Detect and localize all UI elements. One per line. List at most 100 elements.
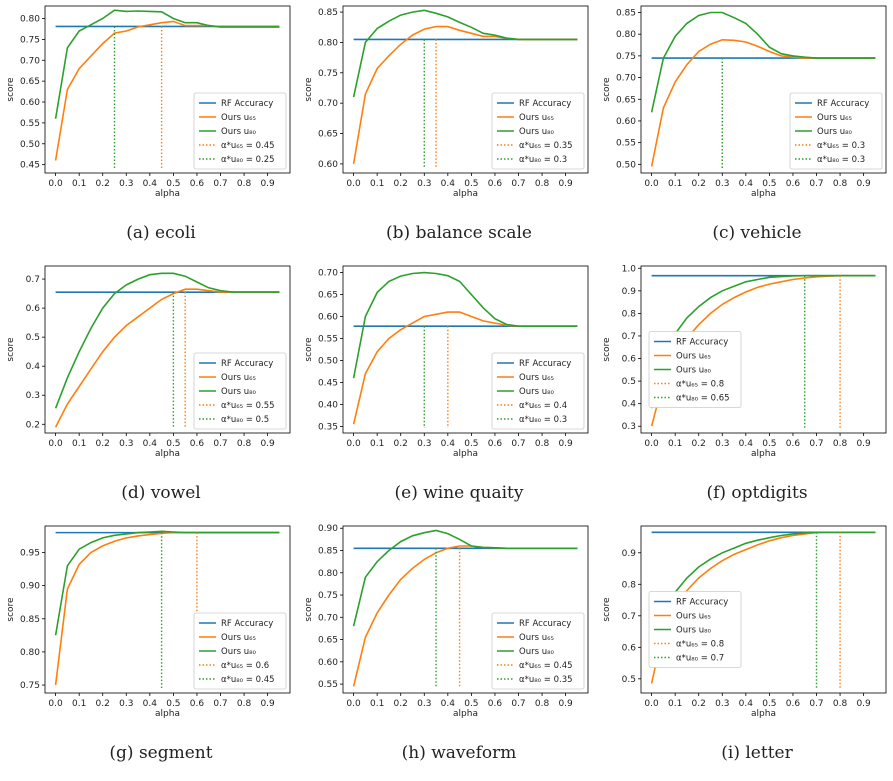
x-tick-label: 0.3 xyxy=(119,699,133,709)
y-tick-label: 0.75 xyxy=(20,35,40,45)
x-tick-label: 0.3 xyxy=(715,699,729,709)
y-tick-label: 0.90 xyxy=(20,582,40,592)
subfigure-caption: (i) letter xyxy=(721,743,793,763)
x-tick-label: 0.5 xyxy=(464,179,478,189)
x-tick-label: 0.9 xyxy=(856,179,871,189)
x-tick-label: 0.5 xyxy=(464,699,478,709)
y-tick-label: 0.90 xyxy=(318,524,338,534)
ours-u80-line xyxy=(650,11,876,113)
y-tick-label: 0.75 xyxy=(318,69,338,79)
x-tick-label: 0.1 xyxy=(72,179,86,189)
y-tick-label: 0.5 xyxy=(26,333,40,343)
subfigure-caption: (f) optdigits xyxy=(706,483,807,503)
ours-u80-line xyxy=(650,531,876,667)
y-tick-label: 0.70 xyxy=(318,269,338,279)
y-tick-label: 0.70 xyxy=(616,74,636,84)
legend-label: RF Accuracy xyxy=(221,359,273,369)
y-tick-label: 0.9 xyxy=(622,287,637,297)
y-tick-label: 0.4 xyxy=(622,400,637,410)
y-tick-label: 0.60 xyxy=(616,117,636,127)
legend-box xyxy=(193,612,287,690)
x-tick-label: 0.9 xyxy=(856,439,871,449)
y-tick-label: 0.60 xyxy=(318,313,338,323)
x-tick-label: 0.8 xyxy=(535,699,550,709)
legend-label: Ours u₆₅ xyxy=(519,633,554,643)
y-axis-label: score xyxy=(602,597,612,622)
y-tick-label: 0.60 xyxy=(20,98,40,108)
x-tick-label: 0.4 xyxy=(143,179,158,189)
x-tick-label: 0.5 xyxy=(762,179,776,189)
x-tick-label: 0.4 xyxy=(739,179,754,189)
y-axis-label: score xyxy=(6,337,16,362)
subfigure-caption: (d) vowel xyxy=(121,483,200,503)
legend-label: α*u₈₀ = 0.7 xyxy=(676,654,724,664)
y-tick-label: 0.40 xyxy=(318,400,338,410)
y-tick-label: 0.45 xyxy=(20,161,40,171)
x-tick-label: 0.1 xyxy=(370,439,384,449)
legend-label: α*u₈₀ = 0.45 xyxy=(221,675,275,685)
y-tick-label: 0.60 xyxy=(318,658,338,668)
y-tick-label: 0.75 xyxy=(616,52,636,62)
x-tick-label: 0.7 xyxy=(213,439,227,449)
x-tick-label: 0.8 xyxy=(535,179,550,189)
x-tick-label: 0.9 xyxy=(558,699,573,709)
legend-label: Ours u₈₀ xyxy=(519,647,554,657)
x-tick-label: 0.0 xyxy=(346,699,361,709)
legend-label: α*u₆₅ = 0.8 xyxy=(676,640,724,650)
x-tick-label: 0.9 xyxy=(260,179,275,189)
x-tick-label: 0.3 xyxy=(119,439,133,449)
legend-label: Ours u₆₅ xyxy=(676,612,711,622)
plot-frame xyxy=(44,5,291,174)
y-tick-label: 0.55 xyxy=(20,119,40,129)
legend-label: α*u₈₀ = 0.65 xyxy=(676,394,730,404)
x-tick-label: 0.9 xyxy=(260,439,275,449)
subfigure-caption: (h) waveform xyxy=(402,743,517,763)
x-tick-label: 0.7 xyxy=(511,179,525,189)
y-axis-label: score xyxy=(6,77,16,102)
x-tick-label: 0.1 xyxy=(72,439,86,449)
x-tick-label: 0.6 xyxy=(786,179,801,189)
x-tick-label: 0.1 xyxy=(668,439,682,449)
x-axis-label: alpha xyxy=(453,709,478,719)
legend-label: α*u₆₅ = 0.45 xyxy=(519,661,573,671)
legend-label: Ours u₈₀ xyxy=(676,626,711,636)
x-axis-label: alpha xyxy=(751,709,776,719)
y-tick-label: 0.85 xyxy=(318,8,338,18)
y-tick-label: 0.50 xyxy=(318,356,338,366)
x-tick-label: 0.4 xyxy=(441,179,456,189)
x-tick-label: 0.0 xyxy=(346,179,361,189)
legend-label: α*u₈₀ = 0.3 xyxy=(519,155,567,165)
legend-label: Ours u₆₅ xyxy=(676,352,711,362)
y-tick-label: 0.80 xyxy=(318,38,338,48)
legend-label: RF Accuracy xyxy=(817,99,869,109)
y-tick-label: 0.85 xyxy=(20,615,40,625)
plot-frame xyxy=(44,265,291,434)
plot-frame xyxy=(640,265,887,434)
x-tick-label: 0.1 xyxy=(668,699,682,709)
x-tick-label: 0.9 xyxy=(856,699,871,709)
legend-label: α*u₆₅ = 0.3 xyxy=(817,141,865,151)
subplot-5: 0.35 0.40 0.45 0.50 0.55 0.60 0.65 0.70 0.0 0.1 0.… xyxy=(304,265,589,503)
y-tick-label: 0.2 xyxy=(26,420,40,430)
x-tick-label: 0.1 xyxy=(370,699,384,709)
legend-label: RF Accuracy xyxy=(676,598,728,608)
legend-label: Ours u₈₀ xyxy=(221,387,256,397)
legend-label: α*u₈₀ = 0.3 xyxy=(519,415,567,425)
legend-label: RF Accuracy xyxy=(519,359,571,369)
y-axis-label: score xyxy=(602,77,612,102)
y-axis-label: score xyxy=(304,597,314,622)
legend-label: α*u₆₅ = 0.4 xyxy=(519,401,567,411)
x-tick-label: 0.6 xyxy=(190,439,205,449)
y-tick-label: 0.6 xyxy=(26,304,41,314)
legend-label: Ours u₆₅ xyxy=(519,373,554,383)
y-tick-label: 0.55 xyxy=(318,335,338,345)
x-tick-label: 0.5 xyxy=(166,699,180,709)
y-tick-label: 0.70 xyxy=(318,613,338,623)
y-tick-label: 0.45 xyxy=(318,378,338,388)
subplot-2: 0.60 0.65 0.70 0.75 0.80 0.85 0.0 0.1 0.2 0.3 0.4 0… xyxy=(304,5,589,243)
x-tick-label: 0.5 xyxy=(166,439,180,449)
plot-frame xyxy=(342,5,589,174)
y-tick-label: 0.9 xyxy=(622,549,637,559)
x-tick-label: 0.5 xyxy=(464,439,478,449)
